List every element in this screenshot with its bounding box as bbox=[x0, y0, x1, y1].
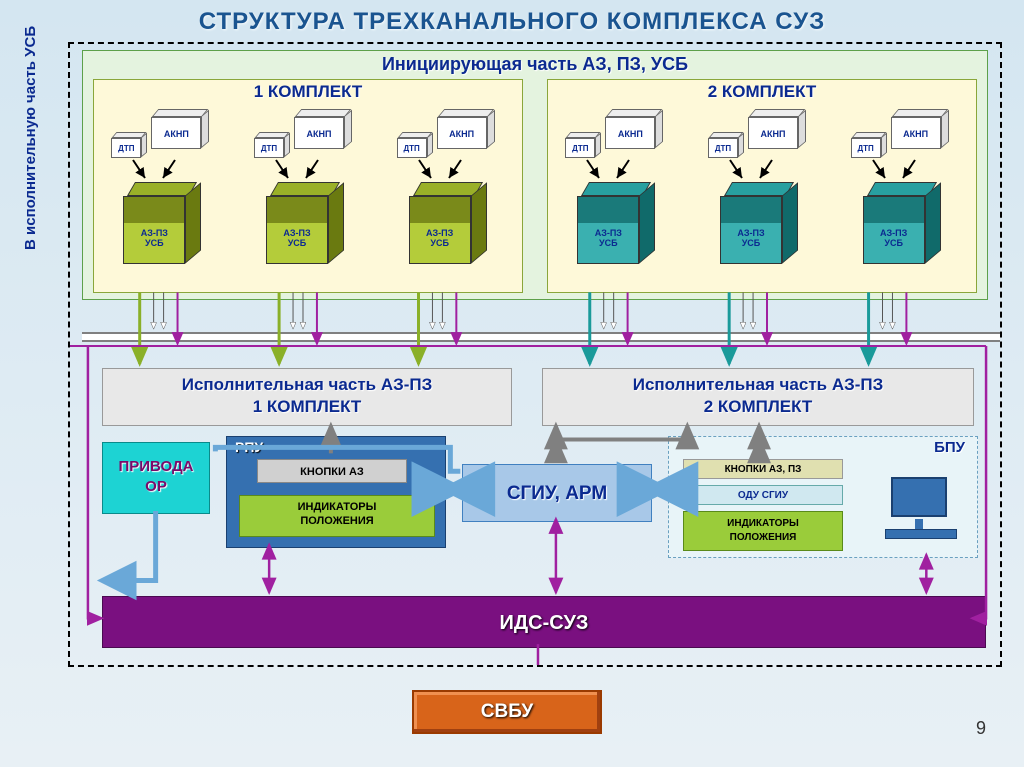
channel-unit: АКНП ДТП АЗ-ПЗУСБ bbox=[845, 104, 965, 284]
svbu-box: СВБУ bbox=[412, 690, 602, 734]
bpu-indicators-box: ИНДИКАТОРЫ ПОЛОЖЕНИЯ bbox=[683, 511, 843, 551]
bpu-buttons-box: КНОПКИ АЗ, ПЗ bbox=[683, 459, 843, 479]
aknp-box: АКНП bbox=[294, 109, 352, 149]
ids-box: ИДС-СУЗ bbox=[102, 596, 986, 648]
main-title: СТРУКТУРА ТРЕХКАНАЛЬНОГО КОМПЛЕКСА СУЗ bbox=[0, 0, 1024, 40]
set-1: 1 КОМПЛЕКТ АКНП ДТП АЗ-ПЗУСБ АКНП bbox=[93, 79, 523, 293]
unit-internal-arrows bbox=[409, 156, 481, 184]
channel-unit: АКНП ДТП АЗ-ПЗУСБ bbox=[391, 104, 511, 284]
server-box: АЗ-ПЗУСБ bbox=[409, 182, 487, 264]
set-2-units: АКНП ДТП АЗ-ПЗУСБ АКНП ДТП bbox=[548, 104, 976, 284]
unit-internal-arrows bbox=[863, 156, 935, 184]
privoda-l2: ОР bbox=[145, 478, 167, 495]
channel-unit: АКНП ДТП АЗ-ПЗУСБ bbox=[105, 104, 225, 284]
sgiu-box: СГИУ, АРМ bbox=[462, 464, 652, 522]
dtp-box: ДТП bbox=[565, 132, 601, 158]
exec2-l2: 2 КОМПЛЕКТ bbox=[704, 397, 813, 416]
set-2: 2 КОМПЛЕКТ АКНП ДТП АЗ-ПЗУСБ АКНП bbox=[547, 79, 977, 293]
rpu-title: РПУ bbox=[235, 439, 263, 455]
privoda-box: ПРИВОДА ОР bbox=[102, 442, 210, 514]
rpu-buttons-box: КНОПКИ АЗ bbox=[257, 459, 407, 483]
rpu-indicators-box: ИНДИКАТОРЫ ПОЛОЖЕНИЯ bbox=[239, 495, 435, 537]
channel-unit: АКНП ДТП АЗ-ПЗУСБ bbox=[248, 104, 368, 284]
bpu-odu-box: ОДУ СГИУ bbox=[683, 485, 843, 505]
dtp-box: ДТП bbox=[254, 132, 290, 158]
exec1-l1: Исполнительная часть АЗ-ПЗ bbox=[182, 375, 433, 394]
horizontal-bus bbox=[82, 332, 1000, 342]
initiating-title: Инициирующая часть АЗ, ПЗ, УСБ bbox=[83, 51, 987, 78]
dtp-box: ДТП bbox=[111, 132, 147, 158]
aknp-box: АКНП bbox=[891, 109, 949, 149]
exec1-l2: 1 КОМПЛЕКТ bbox=[253, 397, 362, 416]
aknp-box: АКНП bbox=[605, 109, 663, 149]
aknp-box: АКНП bbox=[437, 109, 495, 149]
dashed-frame: Инициирующая часть АЗ, ПЗ, УСБ 1 КОМПЛЕК… bbox=[68, 42, 1002, 667]
bpu-title: БПУ bbox=[934, 439, 965, 456]
unit-internal-arrows bbox=[720, 156, 792, 184]
rpu-ind-l1: ИНДИКАТОРЫ bbox=[298, 501, 377, 513]
aknp-box: АКНП bbox=[151, 109, 209, 149]
server-box: АЗ-ПЗУСБ bbox=[720, 182, 798, 264]
unit-internal-arrows bbox=[577, 156, 649, 184]
set-2-title: 2 КОМПЛЕКТ bbox=[548, 80, 976, 104]
channel-unit: АКНП ДТП АЗ-ПЗУСБ bbox=[559, 104, 679, 284]
server-box: АЗ-ПЗУСБ bbox=[123, 182, 201, 264]
exec-box-2: Исполнительная часть АЗ-ПЗ 2 КОМПЛЕКТ bbox=[542, 368, 974, 426]
bpu-ind-l1: ИНДИКАТОРЫ bbox=[727, 518, 799, 529]
bpu-box: БПУ КНОПКИ АЗ, ПЗ ОДУ СГИУ ИНДИКАТОРЫ ПО… bbox=[668, 436, 978, 558]
rpu-box: РПУ КНОПКИ АЗ ИНДИКАТОРЫ ПОЛОЖЕНИЯ bbox=[226, 436, 446, 548]
side-rotated-label: В исполнительную часть УСБ bbox=[22, 26, 39, 250]
set-1-units: АКНП ДТП АЗ-ПЗУСБ АКНП ДТП bbox=[94, 104, 522, 284]
exec-box-1: Исполнительная часть АЗ-ПЗ 1 КОМПЛЕКТ bbox=[102, 368, 512, 426]
dtp-box: ДТП bbox=[397, 132, 433, 158]
rpu-ind-l2: ПОЛОЖЕНИЯ bbox=[300, 515, 373, 527]
exec2-l1: Исполнительная часть АЗ-ПЗ bbox=[633, 375, 884, 394]
channel-unit: АКНП ДТП АЗ-ПЗУСБ bbox=[702, 104, 822, 284]
page-number: 9 bbox=[976, 718, 986, 739]
dtp-box: ДТП bbox=[851, 132, 887, 158]
dtp-box: ДТП bbox=[708, 132, 744, 158]
aknp-box: АКНП bbox=[748, 109, 806, 149]
set-1-title: 1 КОМПЛЕКТ bbox=[94, 80, 522, 104]
server-box: АЗ-ПЗУСБ bbox=[863, 182, 941, 264]
server-box: АЗ-ПЗУСБ bbox=[577, 182, 655, 264]
initiating-container: Инициирующая часть АЗ, ПЗ, УСБ 1 КОМПЛЕК… bbox=[82, 50, 988, 300]
unit-internal-arrows bbox=[266, 156, 338, 184]
bpu-ind-l2: ПОЛОЖЕНИЯ bbox=[730, 532, 797, 543]
unit-internal-arrows bbox=[123, 156, 195, 184]
server-box: АЗ-ПЗУСБ bbox=[266, 182, 344, 264]
monitor-icon bbox=[885, 477, 957, 539]
privoda-l1: ПРИВОДА bbox=[118, 458, 193, 475]
